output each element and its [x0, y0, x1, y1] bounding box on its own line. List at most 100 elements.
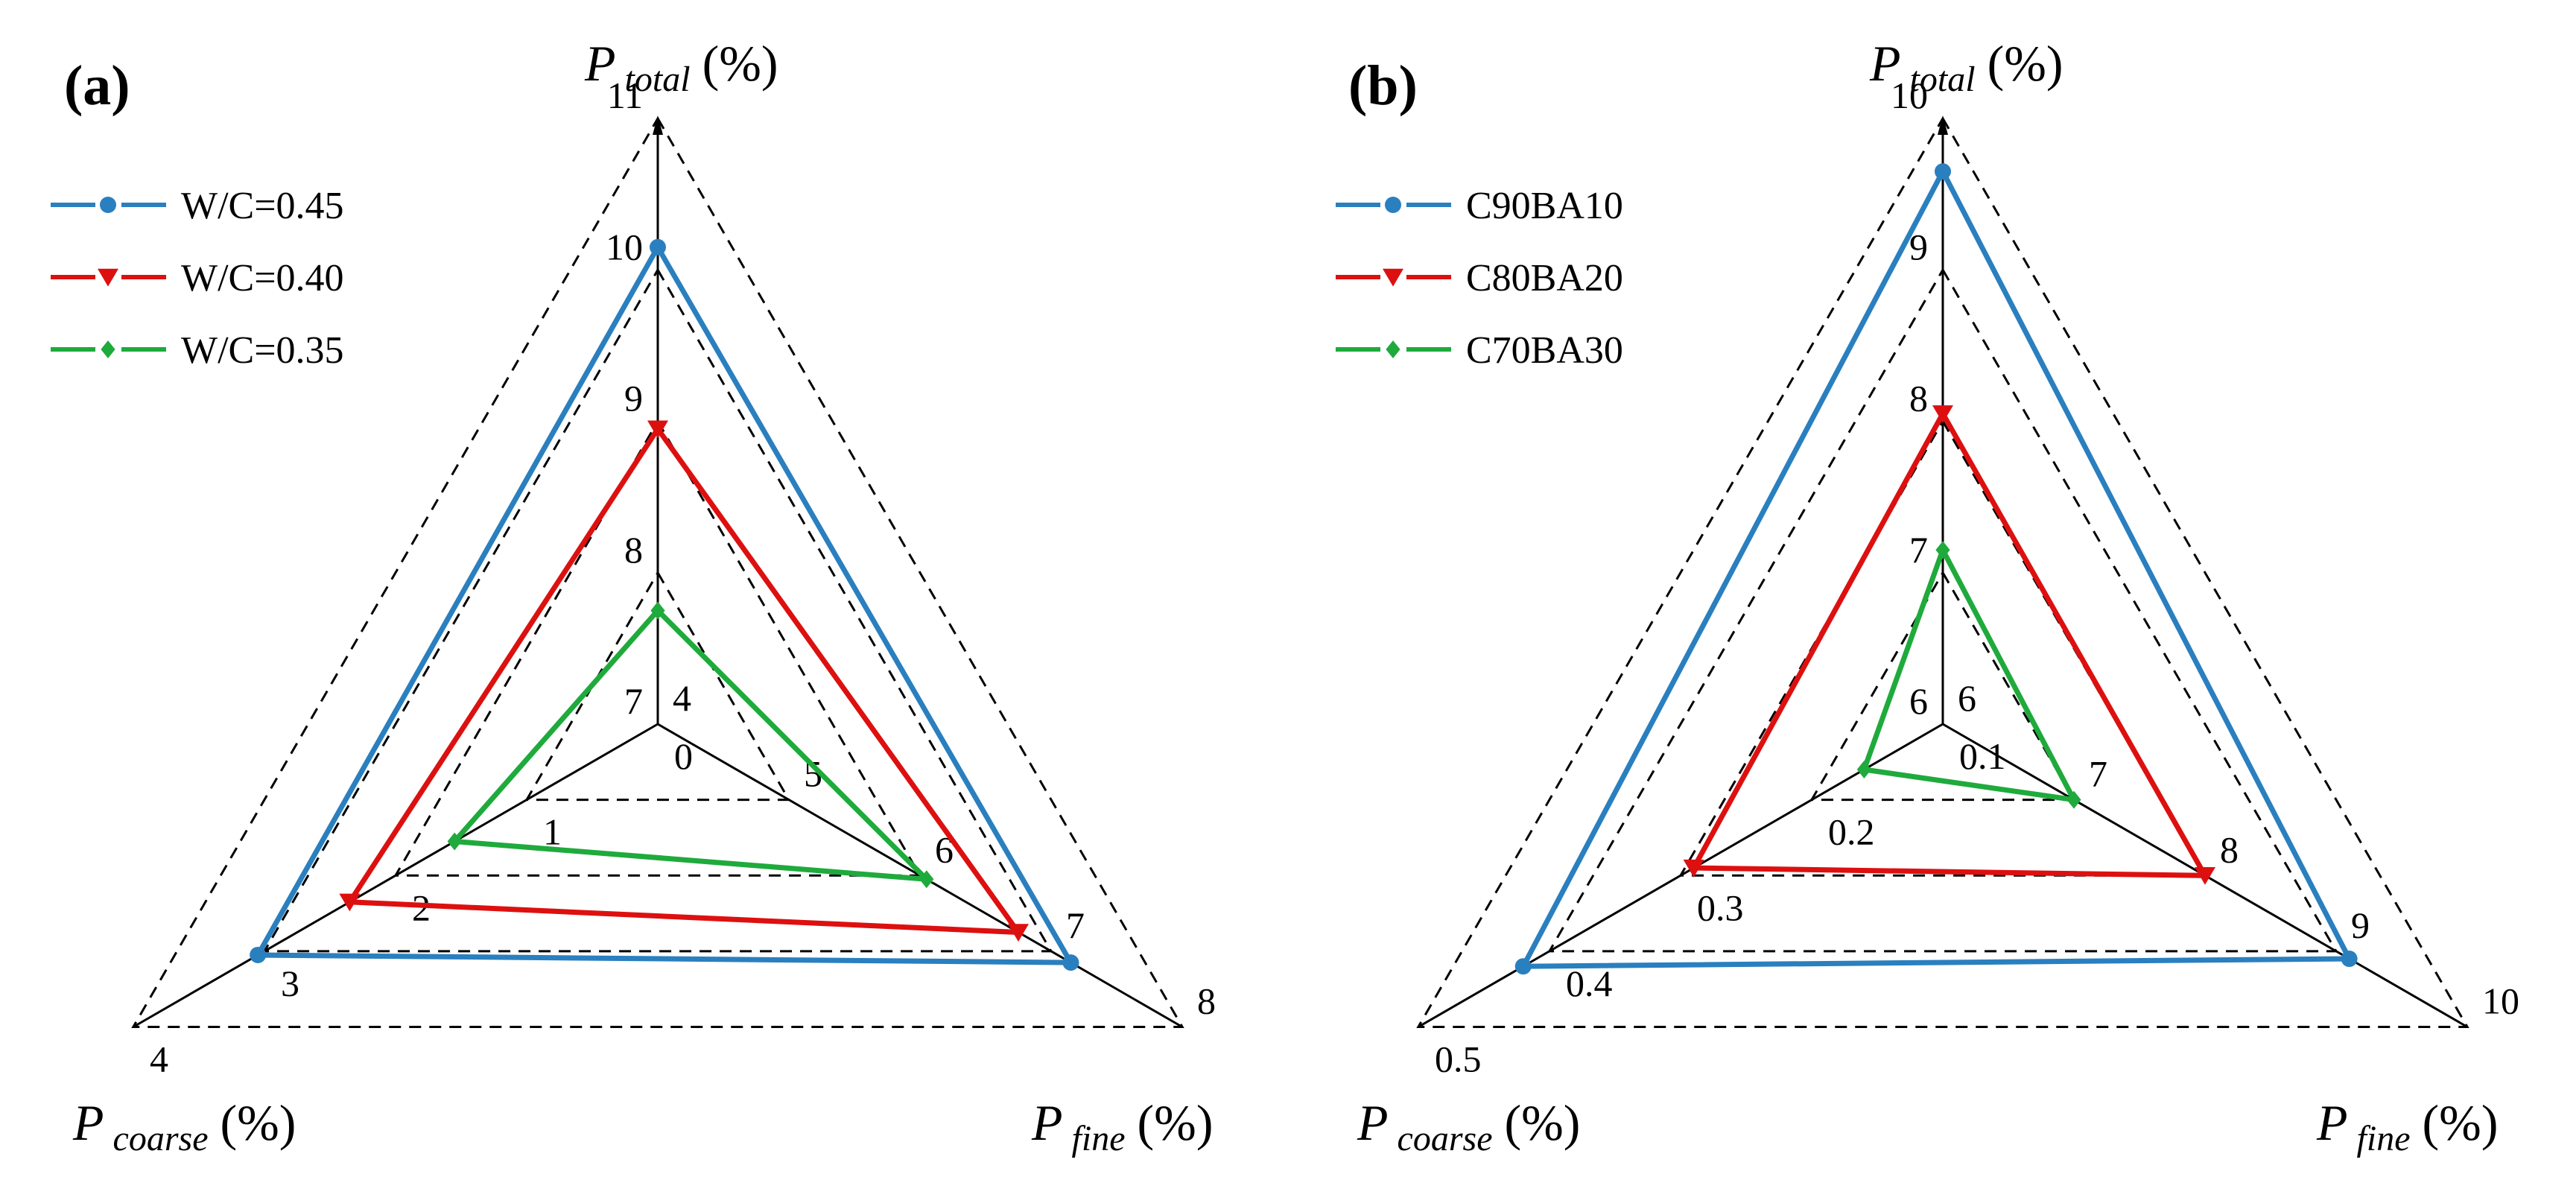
tick-label-coarse: 0.3	[1697, 886, 1744, 928]
tick-label-coarse: 0.2	[1828, 811, 1875, 853]
axis-title-unit: (%)	[1505, 1094, 1581, 1151]
tick-label-total: 8	[624, 529, 643, 571]
data-point-total	[650, 238, 666, 256]
axis-title-unit: (%)	[702, 35, 778, 92]
chart-panel-a: 78910114567801234W/C=0.45W/C=0.40W/C=0.3…	[51, 35, 1216, 1158]
axis-title-sub: fine	[1072, 1119, 1126, 1158]
tick-label-total: 7	[1909, 529, 1928, 571]
series-c80ba20	[1683, 405, 2215, 885]
tick-label-fine: 9	[2351, 904, 2370, 946]
tick-label-total: 9	[624, 378, 643, 419]
data-point-fine	[2066, 790, 2081, 809]
data-point-fine	[1062, 954, 1079, 971]
legend-marker	[1383, 268, 1403, 287]
data-point-coarse	[250, 946, 267, 963]
tick-label-fine: 6	[1958, 677, 1976, 719]
legend-label: C90BA10	[1466, 185, 1623, 227]
tick-label-fine: 7	[1066, 904, 1085, 946]
series-line	[253, 241, 1076, 965]
series-line	[448, 606, 934, 883]
series-w-c-0-45	[250, 238, 1079, 971]
series-c90ba10	[1514, 163, 2358, 975]
tick-label-coarse: 1	[543, 811, 562, 853]
data-point-coarse	[1514, 958, 1532, 975]
tick-label-coarse: 0.1	[1959, 735, 2006, 777]
legend-label: W/C=0.45	[181, 185, 344, 227]
legend-marker	[100, 197, 116, 213]
legend-marker	[98, 268, 118, 287]
axis-title-sub: total	[625, 60, 691, 99]
chart-panel-b: 6789106789100.10.20.30.40.5C90BA10C80BA2…	[1336, 35, 2519, 1158]
grid-triangle	[262, 267, 1053, 953]
axis-title-main: P	[584, 35, 616, 92]
data-point-total	[1932, 405, 1953, 423]
legend-label: C80BA20	[1466, 257, 1623, 299]
axis-title-sub: coarse	[1398, 1119, 1493, 1158]
series-w-c-0-35	[447, 601, 934, 889]
axis-title-main: P	[1869, 35, 1901, 92]
series-w-c-0-40	[339, 420, 1029, 942]
data-point-total	[647, 420, 668, 439]
legend: C90BA10 C80BA20 C70BA30	[1336, 185, 1623, 372]
tick-label-fine: 8	[1197, 980, 1216, 1022]
panel-label: (b)	[1348, 54, 1418, 117]
tick-label-coarse: 0	[674, 735, 693, 777]
data-point-coarse	[447, 832, 462, 851]
axis-title-sub: total	[1910, 60, 1976, 99]
series-c70ba30	[1856, 541, 2081, 809]
legend-label: W/C=0.35	[181, 329, 344, 372]
tick-label-coarse: 4	[150, 1038, 168, 1080]
tick-label-total: 7	[624, 680, 643, 722]
axis-arrow-total	[1938, 115, 1948, 135]
grid-triangle	[1416, 116, 2469, 1028]
axis-title-unit: (%)	[1138, 1094, 1214, 1151]
data-point-coarse	[1683, 859, 1704, 878]
tick-label-fine: 8	[2220, 828, 2239, 870]
data-point-fine	[1008, 924, 1029, 942]
data-point-total	[650, 601, 665, 620]
tick-label-fine: 10	[2482, 980, 2519, 1022]
tick-label-total: 10	[606, 226, 643, 267]
data-point-fine	[2195, 867, 2215, 885]
tick-label-fine: 7	[2089, 753, 2107, 795]
series-line	[1860, 543, 2079, 804]
grid-triangle	[131, 116, 1184, 1028]
legend-marker	[101, 340, 115, 358]
tick-label-fine: 4	[673, 677, 691, 719]
axis-line-coarse	[1418, 723, 1944, 1028]
data-point-fine	[2341, 951, 2358, 968]
axis-title-main: P	[1357, 1094, 1389, 1151]
series-line	[1518, 165, 2354, 969]
grid-triangle	[1809, 570, 2076, 802]
data-point-coarse	[1856, 761, 1871, 778]
axis-title-main: P	[1031, 1094, 1063, 1151]
axis-title-sub: fine	[2357, 1119, 2411, 1158]
panel-label: (a)	[64, 54, 130, 117]
axis-title-unit: (%)	[221, 1094, 296, 1151]
tick-label-total: 8	[1909, 378, 1928, 419]
data-point-total	[1935, 163, 1951, 180]
series-line	[345, 424, 1024, 936]
data-point-coarse	[339, 893, 361, 912]
legend-label: C70BA30	[1466, 329, 1623, 372]
tick-label-coarse: 0.5	[1435, 1038, 1482, 1080]
axis-arrow-total	[653, 115, 663, 135]
axis-title-main: P	[72, 1094, 104, 1151]
legend-label: W/C=0.40	[181, 257, 344, 299]
grid-triangle	[393, 419, 922, 877]
legend-marker	[1385, 197, 1401, 213]
axis-line-coarse	[133, 723, 659, 1028]
axis-title-main: P	[2316, 1094, 2348, 1151]
tick-label-coarse: 3	[281, 962, 299, 1004]
data-point-total	[1935, 541, 1950, 559]
axis-title-unit: (%)	[1987, 35, 2063, 92]
tick-label-total: 11	[607, 74, 643, 116]
legend: W/C=0.45 W/C=0.40 W/C=0.35	[51, 185, 344, 372]
tick-label-coarse: 0.4	[1566, 962, 1613, 1004]
